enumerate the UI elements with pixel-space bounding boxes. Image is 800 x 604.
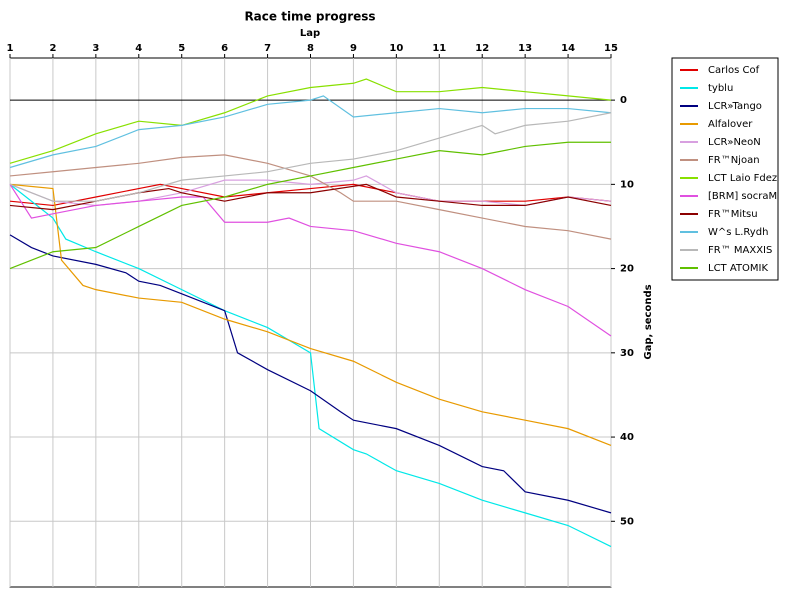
y-tick-label: 30 [620, 348, 634, 359]
series-line [9, 234, 612, 514]
y-tick-label: 0 [620, 95, 627, 106]
series-line [9, 154, 612, 240]
x-tick-label: 7 [264, 43, 271, 54]
x-tick-label: 13 [518, 43, 532, 54]
x-tick-label: 9 [350, 43, 357, 54]
series-line [9, 112, 612, 202]
series-line [9, 183, 612, 447]
x-tick-label: 3 [92, 43, 99, 54]
x-tick-label: 5 [178, 43, 185, 54]
chart-title: Race time progress [244, 10, 375, 24]
x-tick-label: 10 [389, 43, 403, 54]
legend-label: LCR»Tango [708, 101, 762, 112]
x-tick-label: 6 [221, 43, 228, 54]
y-tick-label: 10 [620, 179, 634, 190]
legend-label: FR™Mitsu [708, 209, 758, 220]
legend-box [671, 57, 779, 281]
legend-label: [BRM] socraM [708, 191, 777, 202]
x-tick-label: 15 [604, 43, 618, 54]
x-tick-label: 8 [307, 43, 314, 54]
x-tick-label: 2 [49, 43, 56, 54]
series-line [9, 184, 612, 337]
x-tick-label: 12 [475, 43, 489, 54]
x-tick-label: 11 [432, 43, 446, 54]
legend-label: LCR»NeoN [708, 137, 761, 148]
x-tick-label: 1 [7, 43, 14, 54]
legend-label: LCT ATOMIK [708, 263, 768, 274]
y-axis-label: Gap, seconds [643, 284, 654, 359]
legend-label: FR™Njoan [708, 155, 760, 166]
x-tick-label: 4 [135, 43, 142, 54]
series-line [9, 183, 612, 548]
y-tick-label: 20 [620, 264, 634, 275]
legend-label: tyblu [708, 83, 733, 94]
x-axis-label: Lap [300, 28, 320, 39]
series-line [9, 183, 612, 207]
y-tick-label: 40 [620, 432, 634, 443]
legend-label: Alfalover [708, 119, 753, 130]
legend-label: Carlos Cof [708, 65, 760, 76]
series-line [9, 78, 612, 164]
series-line [9, 95, 612, 169]
legend-label: W^s L.Rydh [708, 227, 768, 238]
y-tick-label: 50 [620, 516, 634, 527]
legend-label: FR™ MAXXIS [708, 245, 772, 256]
x-tick-label: 14 [561, 43, 575, 54]
series-line [9, 141, 611, 270]
legend-label: LCT Laio Fdez [708, 173, 777, 184]
